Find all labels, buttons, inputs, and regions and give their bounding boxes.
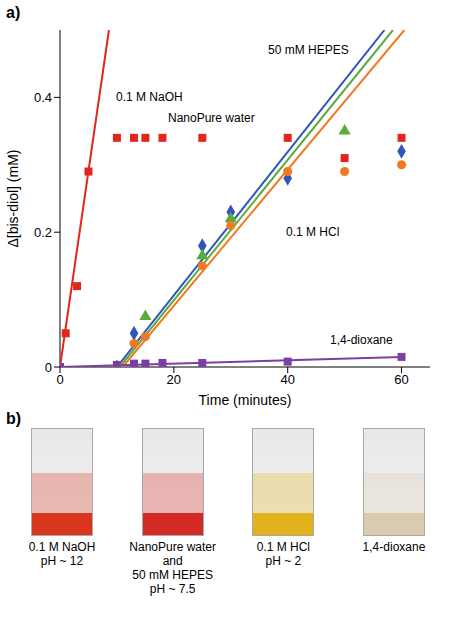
svg-text:0.4: 0.4	[34, 90, 52, 105]
html-text:a): a)	[6, 4, 21, 21]
html-text:NanoPure water: NanoPure water	[168, 111, 255, 125]
svg-text:20: 20	[167, 372, 181, 387]
html-text:pH ~ 12: pH ~ 12	[40, 554, 84, 568]
html-text:and: and	[162, 554, 183, 568]
svg-text:40: 40	[280, 372, 294, 387]
svg-text:60: 60	[394, 372, 408, 387]
html-text:0.1 M NaOH: 0.1 M NaOH	[116, 90, 183, 104]
html-text:0.1 M HCl: 0.1 M HCl	[256, 540, 310, 554]
html-text:50 mM HEPES: 50 mM HEPES	[268, 43, 349, 57]
html-text:0.1 M HCl: 0.1 M HCl	[286, 225, 340, 239]
html-text:pH ~ 7.5: pH ~ 7.5	[149, 582, 196, 596]
svg-text:Time (minutes): Time (minutes)	[199, 392, 292, 408]
html-text:NanoPure water: NanoPure water	[129, 540, 216, 554]
html-text:1,4-dioxane: 1,4-dioxane	[330, 333, 393, 347]
svg-text:0.2: 0.2	[34, 225, 52, 240]
html-text:0.1 M NaOH: 0.1 M NaOH	[28, 540, 96, 554]
html-text:1,4-dioxane: 1,4-dioxane	[362, 540, 426, 554]
html-text:pH ~ 2: pH ~ 2	[265, 554, 302, 568]
html-text:50 mM HEPES: 50 mM HEPES	[132, 568, 213, 582]
html-text:b): b)	[6, 410, 22, 427]
svg-text:0: 0	[56, 372, 63, 387]
svg-text:0: 0	[45, 360, 52, 375]
svg-text:Δ[bis-diol] (mM): Δ[bis-diol] (mM)	[5, 149, 21, 247]
